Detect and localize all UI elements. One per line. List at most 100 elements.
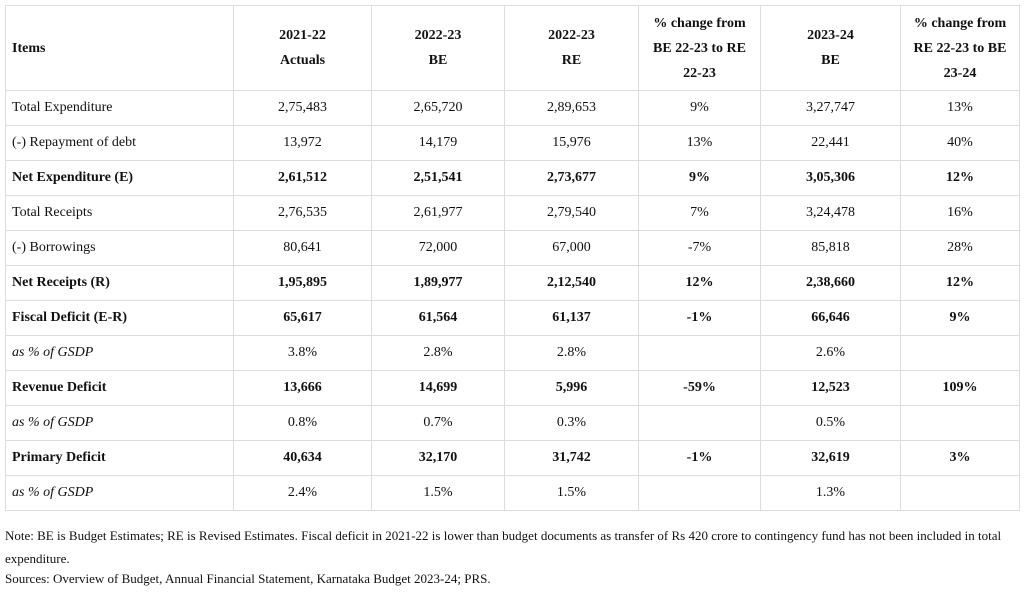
table-cell: 67,000 <box>504 230 639 266</box>
table-cell: 2,89,653 <box>504 90 639 126</box>
table-row: as % of GSDP 3.8% 2.8% 2.8% 2.6% <box>5 335 1020 371</box>
row-label: as % of GSDP <box>5 475 234 511</box>
table-cell: 3.8% <box>233 335 372 371</box>
column-header: 2023-24 BE <box>760 5 901 91</box>
table-cell: 12% <box>638 265 761 301</box>
table-cell <box>900 335 1020 371</box>
table-row: (-) Borrowings 80,641 72,000 67,000 -7% 85,81… <box>5 230 1020 266</box>
table-sources: Sources: Overview of Budget, Annual Fina… <box>5 571 491 586</box>
table-cell: 0.5% <box>760 405 901 441</box>
table-row: (-) Repayment of debt 13,972 14,179 15,976 1… <box>5 125 1020 161</box>
table-row: Net Expenditure (E) 2,61,512 2,51,541 2,73,… <box>5 160 1020 196</box>
column-header-line: RE <box>561 53 582 68</box>
table-cell: 2,75,483 <box>233 90 372 126</box>
column-header-line: 2023-24 <box>807 28 854 43</box>
table-cell: 5,996 <box>504 370 639 406</box>
row-label: Primary Deficit <box>5 440 234 476</box>
column-header: % change from BE 22-23 to RE 22-23 <box>638 5 761 91</box>
column-header-line: BE 22-23 to RE <box>653 40 746 56</box>
table-cell: 12% <box>900 265 1020 301</box>
table-cell: 1,95,895 <box>233 265 372 301</box>
table-cell: 61,137 <box>504 300 639 336</box>
table-cell: 0.8% <box>233 405 372 441</box>
table-cell: 15,976 <box>504 125 639 161</box>
column-header-line: 23-24 <box>943 65 977 81</box>
column-header-line: % change from <box>653 15 746 31</box>
table-cell: 32,619 <box>760 440 901 476</box>
table-cell <box>638 405 761 441</box>
table-cell: 7% <box>638 195 761 231</box>
table-cell: 12% <box>900 160 1020 196</box>
table-cell: 2,61,512 <box>233 160 372 196</box>
table-cell: 2.8% <box>371 335 505 371</box>
table-cell: 80,641 <box>233 230 372 266</box>
column-header-items: Items <box>5 5 234 91</box>
row-label: Revenue Deficit <box>5 370 234 406</box>
row-label: (-) Borrowings <box>5 230 234 266</box>
table-cell: 40,634 <box>233 440 372 476</box>
table-row: Net Receipts (R) 1,95,895 1,89,977 2,12,540… <box>5 265 1020 301</box>
table-cell: 2.6% <box>760 335 901 371</box>
column-header-line: 2022-23 <box>414 28 462 43</box>
column-header-line: Items <box>12 40 46 56</box>
table-header-row: Items 2021-22 Actuals 2022-23 BE 2022-23 RE % c… <box>5 5 1020 91</box>
table-cell: 13,972 <box>233 125 372 161</box>
column-header-line: % change from <box>913 15 1007 31</box>
table-cell: 1,89,977 <box>371 265 505 301</box>
fiscal-indicators-table: Items 2021-22 Actuals 2022-23 BE 2022-23 RE % c… <box>5 5 1020 511</box>
column-header: 2022-23 BE <box>371 5 505 91</box>
table-cell: 0.7% <box>371 405 505 441</box>
table-cell: 3% <box>900 440 1020 476</box>
table-cell: 13% <box>900 90 1020 126</box>
table-cell: 3,05,306 <box>760 160 901 196</box>
table-cell: 61,564 <box>371 300 505 336</box>
table-body: Total Expenditure 2,75,483 2,65,720 2,89,65… <box>5 90 1020 511</box>
column-header-line: 22-23 <box>683 65 716 81</box>
table-cell: 3,24,478 <box>760 195 901 231</box>
table-cell: 14,699 <box>371 370 505 406</box>
table-cell: 2,76,535 <box>233 195 372 231</box>
table-cell: 14,179 <box>371 125 505 161</box>
table-cell: -1% <box>638 300 761 336</box>
table-cell: 9% <box>638 90 761 126</box>
column-header-line: Actuals <box>279 53 326 68</box>
table-cell: 13% <box>638 125 761 161</box>
table-cell: 3,27,747 <box>760 90 901 126</box>
table-row: Revenue Deficit 13,666 14,699 5,996 -59% 12,5… <box>5 370 1020 406</box>
table-cell: 1.3% <box>760 475 901 511</box>
column-header-line: 2022-23 <box>548 28 595 43</box>
column-header-line: BE <box>428 53 448 68</box>
table-cell: 13,666 <box>233 370 372 406</box>
row-label: as % of GSDP <box>5 335 234 371</box>
table-cell: 85,818 <box>760 230 901 266</box>
table-cell <box>900 405 1020 441</box>
table-cell: 2.4% <box>233 475 372 511</box>
table-row: Primary Deficit 40,634 32,170 31,742 -1% 32,6… <box>5 440 1020 476</box>
table-cell: 2,12,540 <box>504 265 639 301</box>
row-label: Fiscal Deficit (E-R) <box>5 300 234 336</box>
column-header-line: RE 22-23 to BE <box>913 40 1007 56</box>
table-cell: 0.3% <box>504 405 639 441</box>
row-label: Net Receipts (R) <box>5 265 234 301</box>
table-row: Fiscal Deficit (E-R) 65,617 61,564 61,137 -1… <box>5 300 1020 336</box>
table-cell: 2,79,540 <box>504 195 639 231</box>
table-cell: 109% <box>900 370 1020 406</box>
table-cell: 2,73,677 <box>504 160 639 196</box>
table-cell: 9% <box>638 160 761 196</box>
table-row: Total Expenditure 2,75,483 2,65,720 2,89,65… <box>5 90 1020 126</box>
table-cell <box>638 335 761 371</box>
column-header-line: BE <box>821 53 840 68</box>
table-row: as % of GSDP 2.4% 1.5% 1.5% 1.3% <box>5 475 1020 511</box>
column-header: % change from RE 22-23 to BE 23-24 <box>900 5 1020 91</box>
column-header: 2022-23 RE <box>504 5 639 91</box>
table-row: Total Receipts 2,76,535 2,61,977 2,79,540 7%… <box>5 195 1020 231</box>
table-cell: 12,523 <box>760 370 901 406</box>
table-row: as % of GSDP 0.8% 0.7% 0.3% 0.5% <box>5 405 1020 441</box>
table-cell: -1% <box>638 440 761 476</box>
table-cell: 2,65,720 <box>371 90 505 126</box>
table-cell: 32,170 <box>371 440 505 476</box>
table-cell <box>638 475 761 511</box>
table-cell: -59% <box>638 370 761 406</box>
table-note: Note: BE is Budget Estimates; RE is Revi… <box>5 528 1002 566</box>
table-cell: 2,38,660 <box>760 265 901 301</box>
